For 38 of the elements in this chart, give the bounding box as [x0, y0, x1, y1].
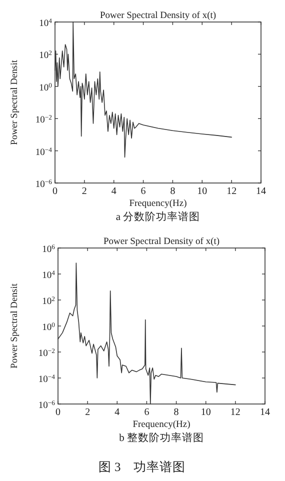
x-tick-label: 6	[144, 407, 150, 418]
x-tick-label: 14	[260, 407, 270, 418]
y-tick-label: 10$^{2}$	[39, 50, 52, 62]
y-tick-label: 10$^{4}$	[42, 270, 56, 281]
y-tick-label: 10$^{−4}$	[35, 146, 53, 158]
y-axis-title: Power Spectral Densit	[10, 60, 20, 145]
y-tick-label: 10$^{6}$	[42, 244, 56, 255]
text: b 整数阶功率谱图	[119, 431, 204, 444]
x-tick-label: 12	[230, 407, 240, 418]
y-tick-label: 10$^{−6}$	[38, 400, 56, 411]
y-tick-label: 10$^{−2}$	[35, 114, 52, 126]
chart-title: Power Spectral Density of x(t)	[103, 237, 220, 247]
x-axis-title: Frequency(Hz)	[132, 420, 190, 430]
x-tick-label: 2	[82, 186, 87, 197]
y-axis-title: Power Spectral Densit	[10, 283, 20, 368]
x-tick-label: 12	[226, 186, 237, 197]
x-tick-label: 4	[114, 407, 120, 418]
x-tick-label: 10	[197, 186, 208, 197]
y-tick-label: 10$^{−2}$	[38, 348, 55, 359]
x-tick-label: 4	[111, 186, 116, 197]
x-tick-label: 6	[140, 186, 146, 197]
y-tick-label: 10$^{−6}$	[35, 178, 53, 190]
x-tick-label: 14	[256, 186, 266, 197]
text: a 分数阶功率谱图	[116, 210, 200, 223]
x-axis-title: Frequency(Hz)	[129, 199, 187, 209]
x-tick-label: 0	[56, 407, 60, 418]
x-tick-label: 0	[52, 186, 58, 197]
x-tick-label: 8	[174, 407, 179, 418]
x-tick-label: 8	[170, 186, 176, 197]
y-tick-label: 10$^{0}$	[39, 82, 53, 94]
chart-title: Power Spectral Density of x(t)	[100, 11, 216, 21]
y-tick-label: 10$^{−4}$	[38, 374, 56, 385]
y-tick-label: 10$^{2}$	[42, 296, 55, 307]
y-tick-label: 10$^{0}$	[42, 322, 56, 333]
caption: 图 3 功率谱图	[98, 459, 186, 474]
y-tick-label: 10$^{4}$	[39, 18, 53, 29]
x-tick-label: 2	[85, 407, 90, 418]
x-tick-label: 10	[200, 407, 211, 418]
